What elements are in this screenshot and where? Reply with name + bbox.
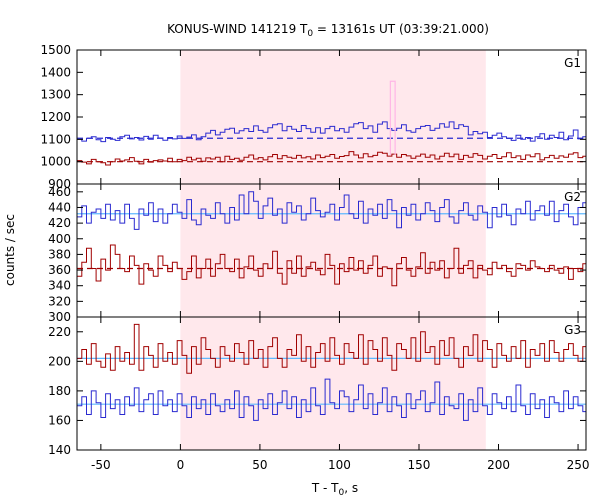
spike <box>389 80 396 155</box>
x-axis-label: T - T0, s <box>311 481 358 498</box>
panel-g3 <box>77 323 586 421</box>
title-suffix: = 13161s UT (03:39:21.000) <box>313 22 489 36</box>
series-blue <box>77 378 586 421</box>
series-red <box>77 151 586 166</box>
title-prefix: KONUS-WIND 141219 T <box>167 22 308 36</box>
y-tick-label: 1200 <box>40 110 71 124</box>
x-tick-label: 0 <box>177 458 185 472</box>
y-tick-label: 1500 <box>40 43 71 57</box>
chart-title: KONUS-WIND 141219 T0 = 13161s UT (03:39:… <box>167 22 489 39</box>
y-tick-label: 180 <box>48 384 71 398</box>
y-tick-label: 1100 <box>40 132 71 146</box>
panels-layer <box>77 80 586 421</box>
title-subscript: 0 <box>307 29 313 39</box>
y-axis-label: counts / sec <box>3 214 17 286</box>
series-blue <box>77 121 586 143</box>
series-blue <box>77 191 586 230</box>
y-tick-label: 320 <box>48 294 71 308</box>
ticks-layer: 9001000110012001300140015003003203403603… <box>40 43 589 472</box>
x-tick-label: -50 <box>91 458 111 472</box>
y-tick-label: 340 <box>48 279 71 293</box>
x-tick-label: 200 <box>487 458 510 472</box>
panel-label: G2 <box>564 190 581 204</box>
x-tick-label: 50 <box>252 458 267 472</box>
y-tick-label: 380 <box>48 247 71 261</box>
y-tick-label: 220 <box>48 325 71 339</box>
xlabel-suffix: , s <box>344 481 358 495</box>
y-tick-label: 900 <box>48 177 71 191</box>
series-red <box>77 323 586 374</box>
xlabel-subscript: 0 <box>339 488 345 498</box>
panel-label: G1 <box>564 56 581 70</box>
xlabel-prefix: T - T <box>311 481 339 495</box>
y-tick-label: 360 <box>48 263 71 277</box>
y-tick-label: 1000 <box>40 155 71 169</box>
x-tick-label: 100 <box>328 458 351 472</box>
y-tick-label: 140 <box>48 443 71 457</box>
y-tick-label: 460 <box>48 185 71 199</box>
y-tick-label: 440 <box>48 200 71 214</box>
y-tick-label: 420 <box>48 216 71 230</box>
panel-label: G3 <box>564 323 581 337</box>
y-tick-label: 400 <box>48 232 71 246</box>
x-tick-label: 250 <box>567 458 590 472</box>
panel-frame <box>76 316 587 451</box>
panel-g2 <box>77 191 586 287</box>
panel-g1 <box>77 80 586 166</box>
series-red <box>77 244 586 287</box>
y-tick-label: 300 <box>48 310 71 324</box>
y-tick-label: 160 <box>48 413 71 427</box>
x-tick-label: 150 <box>408 458 431 472</box>
y-tick-label: 1300 <box>40 88 71 102</box>
y-tick-label: 200 <box>48 354 71 368</box>
y-tick-label: 1400 <box>40 65 71 79</box>
